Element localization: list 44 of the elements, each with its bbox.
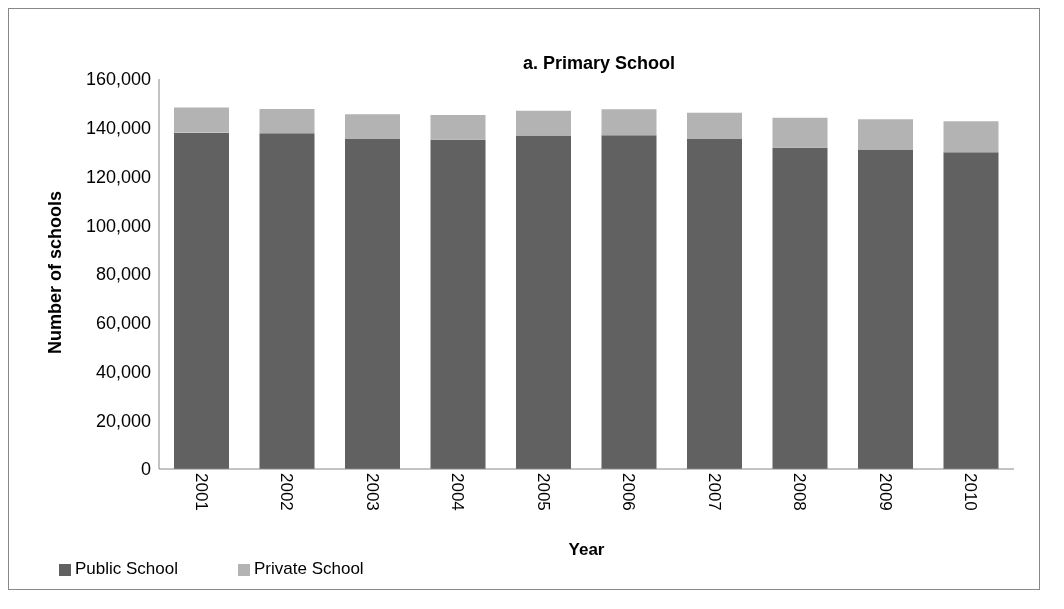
x-tick-label: 2010 [961, 473, 981, 511]
y-axis-title: Number of schools [45, 190, 66, 354]
x-tick-label: 2007 [704, 473, 724, 511]
y-tick-label: 0 [140, 459, 151, 480]
legend-label: Public School [75, 559, 179, 578]
bar [601, 135, 657, 469]
bar [858, 119, 913, 150]
x-axis-title: Year [568, 540, 605, 559]
bar [516, 110, 571, 136]
bar [430, 115, 486, 140]
y-tick-label: 20,000 [95, 410, 151, 431]
bar [174, 107, 229, 133]
x-tick-label: 2001 [191, 473, 211, 511]
x-tick-label: 2006 [619, 473, 639, 511]
x-tick-label: 2009 [875, 473, 895, 511]
chart-title: a. Primary School [521, 53, 677, 74]
bar [345, 114, 400, 139]
bar [430, 139, 486, 469]
x-tick-label: 2008 [790, 473, 810, 511]
bar [687, 112, 742, 139]
bar [259, 133, 315, 469]
bar [687, 138, 742, 469]
y-tick-label: 40,000 [95, 361, 151, 382]
y-tick-label: 80,000 [95, 264, 151, 285]
bar [345, 138, 400, 469]
bar [259, 108, 315, 134]
y-tick-label: 100,000 [85, 215, 151, 236]
bar [943, 152, 999, 469]
x-tick-label: 2005 [533, 473, 553, 511]
x-tick-label: 2004 [448, 473, 468, 511]
bar [943, 121, 999, 153]
bar [772, 147, 828, 469]
legend-label: Private School [254, 559, 364, 578]
y-tick-label: 120,000 [85, 166, 151, 187]
bar [516, 135, 571, 469]
bar [858, 149, 913, 469]
bar [772, 117, 828, 148]
bar [601, 109, 657, 136]
bar [174, 132, 229, 469]
x-tick-label: 2003 [362, 473, 382, 511]
y-tick-label: 60,000 [95, 313, 151, 334]
x-tick-label: 2002 [277, 473, 297, 511]
y-tick-label: 160,000 [85, 69, 151, 90]
y-tick-label: 140,000 [85, 118, 151, 139]
